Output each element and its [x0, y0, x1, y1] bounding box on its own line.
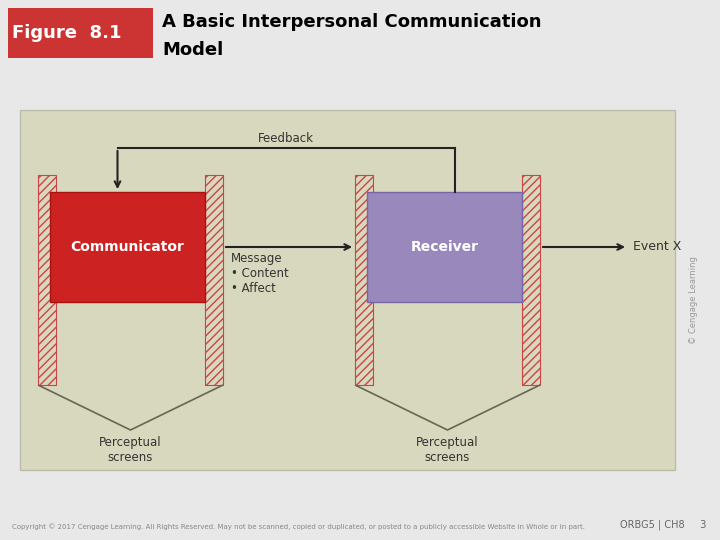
Text: ORBG5 | CH8     3: ORBG5 | CH8 3 [620, 519, 706, 530]
Bar [20, 110, 675, 470]
Bar [205, 175, 223, 385]
Bar [38, 175, 56, 385]
Text: © Cengage Learning: © Cengage Learning [688, 256, 698, 344]
Bar [522, 175, 540, 385]
Text: Event X: Event X [633, 240, 681, 253]
Bar [8, 8, 153, 58]
Text: Receiver: Receiver [410, 240, 479, 254]
Bar [38, 175, 223, 385]
Text: A Basic Interpersonal Communication: A Basic Interpersonal Communication [162, 13, 541, 31]
Text: Copyright © 2017 Cengage Learning. All Rights Reserved. May not be scanned, copi: Copyright © 2017 Cengage Learning. All R… [12, 523, 585, 530]
Bar [355, 175, 540, 385]
Bar [367, 192, 522, 302]
Bar [355, 175, 373, 385]
Text: Feedback: Feedback [258, 132, 314, 145]
Text: Perceptual
screens: Perceptual screens [99, 436, 162, 464]
Text: Communicator: Communicator [71, 240, 184, 254]
Text: Message
• Content
• Affect: Message • Content • Affect [231, 252, 289, 295]
Text: Figure  8.1: Figure 8.1 [12, 24, 122, 42]
Text: Model: Model [162, 41, 223, 59]
Bar [50, 192, 205, 302]
Text: Perceptual
screens: Perceptual screens [416, 436, 479, 464]
